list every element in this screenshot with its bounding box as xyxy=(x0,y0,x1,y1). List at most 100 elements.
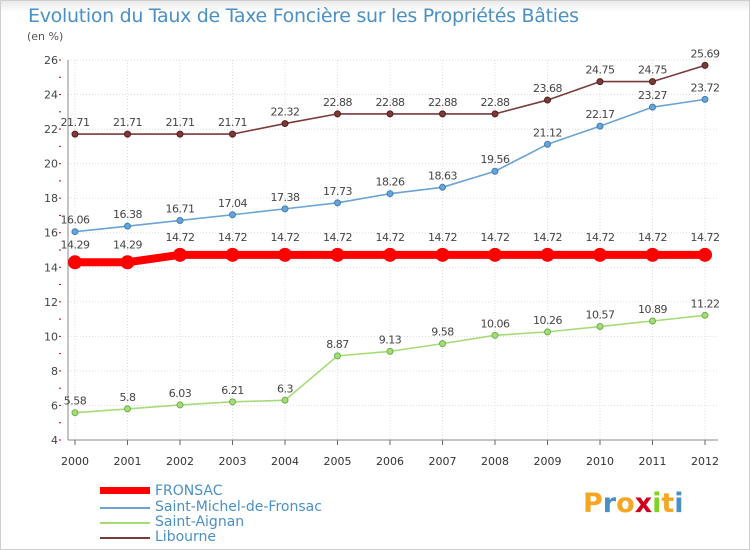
data-point-saint-aignan xyxy=(491,331,499,339)
data-point-saint-michel xyxy=(229,211,236,219)
x-tick-label: 2002 xyxy=(166,455,194,468)
data-label-libourne: 22.88 xyxy=(376,96,405,109)
data-point-saint-michel xyxy=(124,222,131,230)
data-label-fronsac: 14.72 xyxy=(428,231,457,244)
x-tick-label: 2007 xyxy=(429,455,457,468)
data-point-saint-michel xyxy=(334,199,341,207)
x-tick-label: 2005 xyxy=(324,455,352,468)
x-tick-label: 2008 xyxy=(481,455,509,468)
data-point-saint-aignan xyxy=(176,401,184,409)
x-tick-label: 2006 xyxy=(376,455,404,468)
data-label-saint-aignan: 6.3 xyxy=(277,382,293,395)
data-point-saint-aignan xyxy=(649,317,656,325)
data-label-saint-aignan: 10.06 xyxy=(481,317,510,330)
data-point-fronsac xyxy=(593,247,607,262)
data-label-saint-michel: 18.63 xyxy=(428,169,457,182)
data-label-saint-michel: 22.17 xyxy=(586,108,615,121)
data-point-libourne xyxy=(124,130,131,138)
y-tick-label: 12 xyxy=(44,296,58,309)
data-label-saint-michel: 16.06 xyxy=(61,214,90,227)
data-point-fronsac xyxy=(645,247,660,262)
data-point-saint-aignan xyxy=(124,405,131,413)
data-label-libourne: 23.68 xyxy=(533,82,562,95)
data-label-libourne: 24.75 xyxy=(638,64,667,77)
data-label-fronsac: 14.72 xyxy=(533,231,562,244)
x-tick-label: 2003 xyxy=(219,455,247,468)
data-point-saint-aignan xyxy=(439,340,446,348)
data-label-libourne: 22.88 xyxy=(428,96,457,109)
data-label-libourne: 21.71 xyxy=(61,116,90,129)
y-tick-label: 10 xyxy=(44,330,58,343)
data-label-libourne: 21.71 xyxy=(166,116,195,129)
y-tick-label: 6 xyxy=(51,399,58,412)
legend-swatch-libourne xyxy=(100,537,150,539)
logo-letter: P xyxy=(583,488,603,519)
data-point-fronsac xyxy=(278,247,292,262)
y-tick-label: 14 xyxy=(44,261,58,274)
data-label-saint-aignan: 9.58 xyxy=(431,326,454,339)
data-point-fronsac xyxy=(120,255,135,270)
data-point-libourne xyxy=(281,120,289,128)
data-point-saint-michel xyxy=(71,228,79,236)
data-label-saint-aignan: 11.22 xyxy=(691,297,720,310)
data-label-fronsac: 14.72 xyxy=(586,231,615,244)
data-label-saint-aignan: 6.03 xyxy=(169,387,192,400)
data-point-libourne xyxy=(71,130,79,138)
data-point-fronsac xyxy=(173,247,187,262)
legend-label-saint-aignan: Saint-Aignan xyxy=(155,514,245,530)
data-label-saint-aignan: 9.13 xyxy=(379,333,402,346)
data-point-saint-michel xyxy=(281,205,289,213)
x-tick-label: 2011 xyxy=(639,455,667,468)
data-label-fronsac: 14.72 xyxy=(166,231,195,244)
legend-swatch-saint-aignan xyxy=(100,522,150,524)
data-label-saint-michel: 21.12 xyxy=(533,126,562,139)
data-point-libourne xyxy=(386,110,394,118)
y-tick-label: 18 xyxy=(44,192,58,205)
data-point-libourne xyxy=(544,96,551,104)
data-point-fronsac xyxy=(488,247,502,262)
y-tick-label: 24 xyxy=(44,89,58,102)
data-label-saint-michel: 16.71 xyxy=(166,202,195,215)
x-tick-label: 2001 xyxy=(114,455,142,468)
x-tick-label: 2012 xyxy=(691,455,719,468)
data-label-saint-aignan: 10.89 xyxy=(638,303,667,316)
y-tick-label: 22 xyxy=(44,123,58,136)
data-label-saint-michel: 17.73 xyxy=(323,185,352,198)
data-point-fronsac xyxy=(435,247,450,262)
data-label-saint-aignan: 5.8 xyxy=(120,391,136,404)
data-point-libourne xyxy=(439,110,446,118)
data-point-saint-michel xyxy=(491,167,499,175)
logo-letter: x xyxy=(634,488,653,519)
data-label-libourne: 21.71 xyxy=(218,116,247,129)
data-label-libourne: 24.75 xyxy=(586,64,615,77)
data-label-libourne: 25.69 xyxy=(691,47,720,60)
data-point-saint-aignan xyxy=(386,347,394,355)
data-point-saint-michel xyxy=(701,95,709,103)
data-point-saint-michel xyxy=(176,216,184,224)
data-label-fronsac: 14.72 xyxy=(638,231,667,244)
legend-label-saint-michel: Saint-Michel-de-Fronsac xyxy=(155,499,322,515)
data-point-fronsac xyxy=(68,255,82,270)
data-label-saint-michel: 16.38 xyxy=(113,208,142,221)
x-tick-label: 2009 xyxy=(534,455,562,468)
data-label-saint-michel: 17.38 xyxy=(271,191,300,204)
x-tick-label: 2000 xyxy=(61,455,89,468)
proxiti-logo: Proxiti xyxy=(583,488,684,519)
data-label-saint-michel: 18.26 xyxy=(376,176,405,189)
legend-label-libourne: Libourne xyxy=(155,529,217,545)
legend-swatch-saint-michel xyxy=(100,507,150,509)
logo-letter: i xyxy=(652,488,662,519)
data-point-saint-aignan xyxy=(71,409,79,417)
data-point-saint-michel xyxy=(596,122,604,130)
data-point-saint-michel xyxy=(386,190,394,198)
data-point-saint-aignan xyxy=(229,398,236,406)
data-label-saint-aignan: 6.21 xyxy=(221,384,244,397)
data-point-libourne xyxy=(701,61,709,69)
x-tick-label: 2004 xyxy=(271,455,299,468)
data-label-saint-michel: 19.56 xyxy=(481,153,510,166)
logo-letter: o xyxy=(616,488,635,519)
y-tick-label: 26 xyxy=(44,54,58,67)
data-label-libourne: 22.32 xyxy=(271,106,300,119)
data-label-fronsac: 14.72 xyxy=(691,231,720,244)
data-point-libourne xyxy=(596,78,604,86)
